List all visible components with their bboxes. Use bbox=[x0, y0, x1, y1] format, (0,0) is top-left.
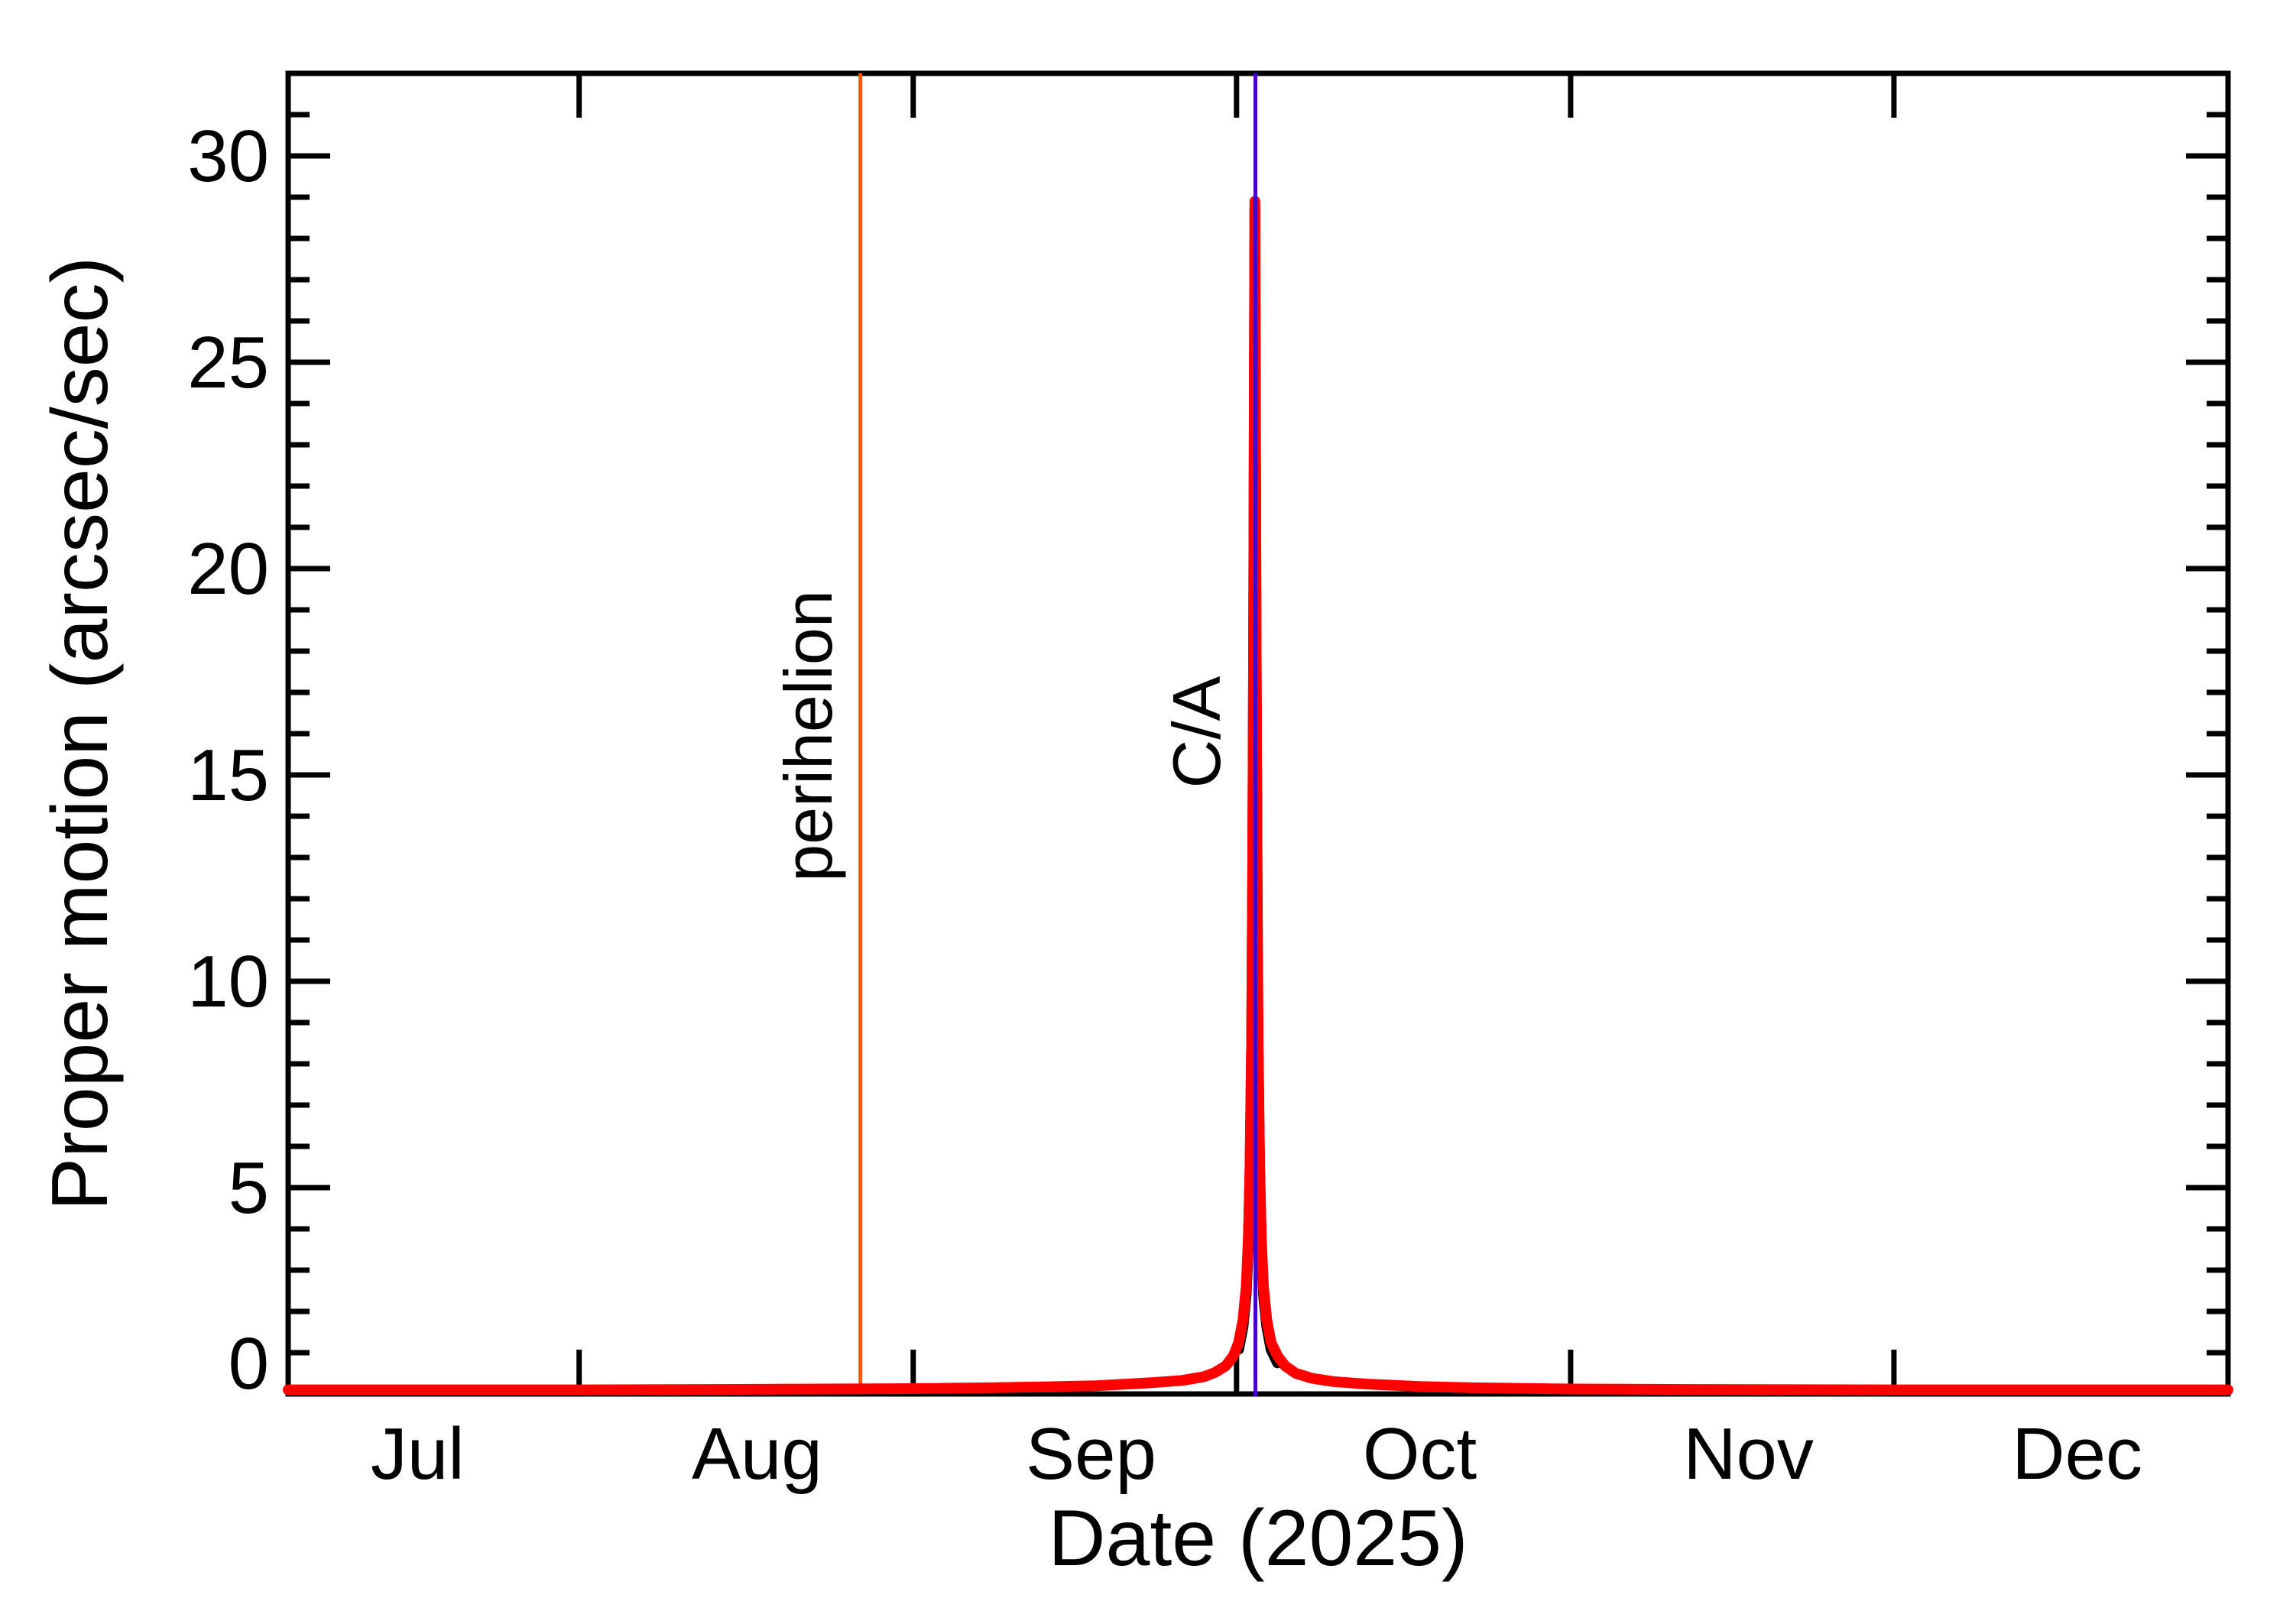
y-tick-label: 30 bbox=[187, 115, 269, 197]
y-tick-label: 0 bbox=[229, 1323, 269, 1405]
close-approach-annotation-label: C/A bbox=[1159, 676, 1234, 788]
x-tick-label-month: Dec bbox=[2012, 1413, 2142, 1495]
x-axis-title: Date (2025) bbox=[1048, 1494, 1468, 1583]
perihelion-annotation-label: perihelion bbox=[770, 590, 846, 882]
x-tick-label-month: Nov bbox=[1683, 1413, 1814, 1495]
proper-motion-curve bbox=[283, 196, 2233, 1395]
x-tick-label-month: Aug bbox=[692, 1413, 822, 1495]
y-tick-label: 20 bbox=[187, 528, 269, 610]
x-tick-label-month: Oct bbox=[1363, 1413, 1477, 1495]
y-tick-label: 5 bbox=[229, 1147, 269, 1229]
y-tick-label: 25 bbox=[187, 322, 269, 404]
plot-generated-elements: 0 5 10 15 20 25 30 Jul Aug Sep Oct Nov Dec bbox=[187, 70, 2233, 1495]
x-tick-label-month: Jul bbox=[371, 1413, 465, 1495]
plot-frame bbox=[285, 70, 2231, 1397]
y-tick-label: 10 bbox=[187, 941, 269, 1023]
y-tick-label: 15 bbox=[187, 734, 269, 816]
y-axis-title: Proper motion (arcsec/sec) bbox=[36, 257, 125, 1211]
x-tick-label-month: Sep bbox=[1026, 1413, 1156, 1495]
